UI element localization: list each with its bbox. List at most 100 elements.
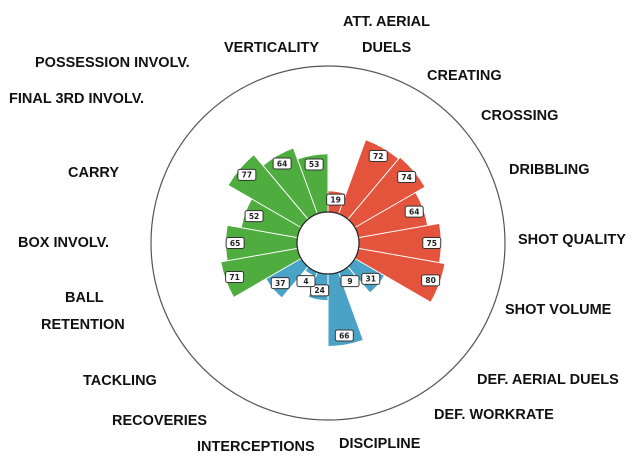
value-text: 52	[249, 212, 259, 221]
value-label-shot-volume: 80	[421, 274, 441, 287]
category-label-def-aerial-duels: DEF. AERIAL DUELS	[477, 372, 619, 388]
value-text: 31	[366, 275, 376, 284]
value-box	[421, 274, 441, 287]
bar-ball-retention	[221, 248, 302, 298]
value-text: 64	[277, 159, 287, 168]
category-label-crossing: CROSSING	[481, 108, 558, 124]
value-text: 53	[309, 160, 319, 169]
category-label-recoveries: RECOVERIES	[112, 413, 207, 429]
value-label-discipline: 66	[334, 329, 354, 342]
category-labels: ATT. AERIAL DUELS CREATING CROSSING DRIBBLIN…	[9, 14, 626, 455]
separator-line	[204, 171, 302, 228]
category-label-shot-quality: SHOT QUALITY	[518, 232, 626, 248]
value-box	[304, 158, 324, 171]
separator-line	[358, 247, 468, 269]
category-label-att-aerial-duels: ATT. AERIAL	[343, 14, 430, 30]
value-text: 66	[339, 331, 349, 340]
value-label-verticality: 53	[304, 158, 324, 171]
category-label-shot-volume: SHOT VOLUME	[505, 302, 612, 318]
value-box	[296, 275, 316, 288]
value-label-crossing: 74	[397, 171, 417, 184]
category-label-creating: CREATING	[427, 68, 502, 84]
category-label-box-involv: BOX INVOLV.	[18, 235, 109, 251]
category-label-def-workrate: DEF. WORKRATE	[434, 407, 554, 423]
value-label-possession-involv: 64	[272, 157, 292, 170]
value-label-creating: 72	[368, 149, 388, 162]
value-box	[270, 277, 290, 290]
value-text: 75	[427, 239, 437, 248]
value-label-def-aerial-duels: 31	[361, 272, 381, 285]
separator-line	[347, 266, 420, 353]
bar-carry	[241, 199, 302, 238]
value-text: 77	[242, 171, 252, 180]
value-text: 80	[425, 276, 435, 285]
value-text: 64	[409, 207, 419, 216]
value-text: 74	[401, 173, 411, 182]
value-label-att-aerial-duels: 19	[326, 193, 346, 206]
category-label-dribbling: DRIBBLING	[509, 162, 590, 178]
category-label-final-3rd-involv: FINAL 3RD INVOLV.	[9, 91, 144, 107]
category-label-ball-retention: BALL	[65, 290, 104, 306]
value-box	[310, 284, 330, 297]
value-label-shot-quality: 75	[422, 237, 442, 249]
separator-line	[236, 266, 309, 353]
value-text: 65	[230, 239, 240, 248]
category-label-discipline: DISCIPLINE	[339, 436, 421, 452]
value-box	[334, 329, 354, 342]
bar-recoveries	[305, 266, 318, 277]
separator-line	[338, 271, 378, 377]
value-text: 4	[303, 277, 308, 286]
value-label-dribbling: 64	[404, 205, 424, 218]
value-label-def-workrate: 9	[340, 275, 360, 288]
bar-dribbling	[354, 192, 428, 238]
inner-hole	[296, 211, 360, 275]
value-text: 71	[229, 273, 239, 282]
value-label-tackling: 37	[270, 277, 290, 290]
category-label-verticality: VERTICALITY	[224, 40, 319, 56]
bar-shot-volume	[354, 248, 445, 303]
category-label-ball-retention: RETENTION	[41, 317, 125, 333]
value-label-final-3rd-involv: 77	[237, 168, 257, 181]
separator-line	[278, 109, 318, 215]
value-labels: 19 72 74 64 75 80 31 9 66 24 4 37 71 65 52 77 64 53	[225, 149, 442, 342]
value-box	[225, 237, 245, 249]
separator-lines	[188, 101, 468, 385]
value-label-carry: 52	[244, 210, 264, 223]
value-box	[244, 210, 264, 223]
bar-discipline	[328, 272, 364, 346]
value-text: 19	[330, 195, 340, 204]
value-box	[404, 205, 424, 218]
value-box	[340, 275, 360, 288]
category-label-possession-involv: POSSESSION INVOLV.	[35, 55, 190, 71]
separator-line	[354, 258, 452, 315]
category-label-carry: CARRY	[68, 165, 119, 181]
value-text: 24	[314, 286, 324, 295]
outer-ring	[150, 65, 506, 421]
value-box	[225, 270, 245, 283]
value-box	[422, 237, 442, 249]
separator-line	[188, 217, 298, 239]
value-box	[397, 171, 417, 184]
value-text: 72	[373, 152, 383, 161]
separator-line	[354, 171, 452, 228]
value-text: 37	[275, 279, 285, 288]
value-text: 9	[347, 277, 352, 286]
value-box	[237, 168, 257, 181]
category-label-att-aerial-duels: DUELS	[362, 40, 411, 56]
value-box	[326, 193, 346, 206]
value-label-interceptions: 24	[310, 284, 330, 297]
separator-line	[347, 133, 420, 220]
value-box	[272, 157, 292, 170]
value-box	[361, 272, 381, 285]
value-label-ball-retention: 71	[225, 270, 245, 283]
separator-line	[358, 217, 468, 239]
bar-box-involv	[226, 225, 298, 261]
value-label-box-involv: 65	[225, 237, 245, 249]
bar-shot-quality	[358, 223, 441, 263]
category-label-interceptions: INTERCEPTIONS	[197, 439, 315, 455]
separator-line	[188, 247, 298, 269]
separator-line	[236, 133, 309, 220]
category-label-tackling: TACKLING	[83, 373, 157, 389]
separator-line	[204, 258, 302, 315]
